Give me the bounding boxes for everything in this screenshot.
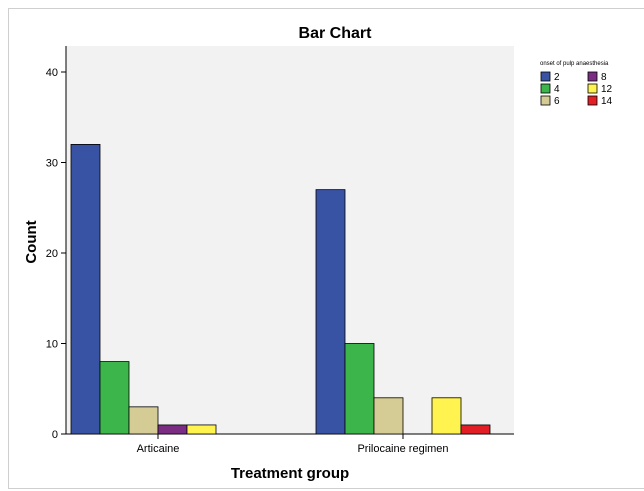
- bar-articaine-12: [187, 425, 216, 434]
- bar-articaine-2: [71, 144, 100, 434]
- legend-title: onset of pulp anaesthesia: [540, 61, 609, 67]
- legend-label: 4: [554, 84, 560, 95]
- x-tick-label: Articaine: [137, 443, 180, 455]
- legend-swatch: [588, 84, 597, 93]
- x-axis-label: Treatment group: [231, 465, 349, 482]
- bar-prilocaine-regimen-6: [374, 398, 403, 434]
- y-tick-label: 40: [46, 67, 58, 79]
- bar-articaine-4: [100, 362, 129, 434]
- legend-label: 14: [601, 96, 613, 107]
- bar-articaine-6: [129, 407, 158, 434]
- y-tick-label: 0: [52, 429, 58, 441]
- plot-area: [66, 46, 514, 434]
- legend-item-14: 14: [588, 96, 613, 107]
- bar-prilocaine-regimen-12: [432, 398, 461, 434]
- legend-swatch: [541, 84, 550, 93]
- bar-prilocaine-regimen-2: [316, 190, 345, 434]
- y-axis-label: Count: [23, 220, 40, 263]
- x-tick-label: Prilocaine regimen: [357, 443, 448, 455]
- legend-swatch: [588, 72, 597, 81]
- legend-label: 12: [601, 84, 613, 95]
- legend-label: 6: [554, 96, 560, 107]
- y-tick-label: 30: [46, 158, 58, 170]
- y-tick-label: 20: [46, 248, 58, 260]
- chart-title: Bar Chart: [299, 25, 373, 42]
- legend-swatch: [541, 96, 550, 105]
- legend-item-12: 12: [588, 84, 613, 95]
- legend-label: 8: [601, 72, 607, 83]
- legend-label: 2: [554, 72, 560, 83]
- bar-articaine-8: [158, 425, 187, 434]
- bar-prilocaine-regimen-14: [461, 425, 490, 434]
- legend-swatch: [588, 96, 597, 105]
- bar-prilocaine-regimen-4: [345, 344, 374, 435]
- y-tick-label: 10: [46, 339, 58, 351]
- legend-swatch: [541, 72, 550, 81]
